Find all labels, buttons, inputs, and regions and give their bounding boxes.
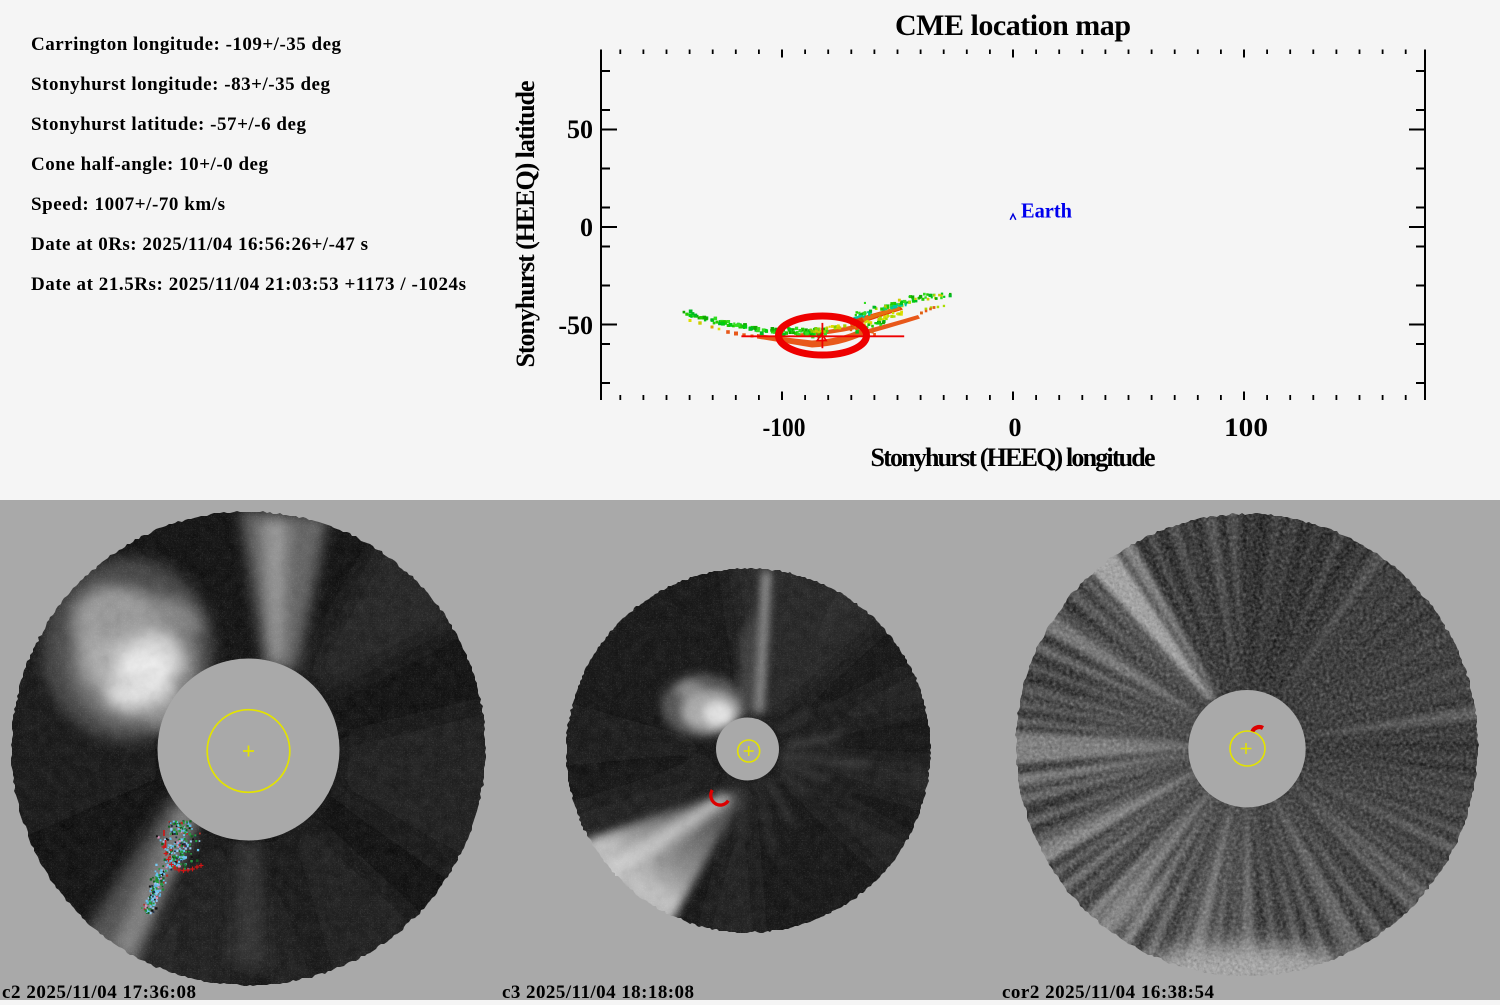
svg-text:Cone half-angle: 10+/-0 deg: Cone half-angle: 10+/-0 deg (31, 154, 269, 175)
svg-text:Earth: Earth (1021, 199, 1072, 223)
svg-text:Stonyhurst (HEEQ) latitude: Stonyhurst (HEEQ) latitude (511, 81, 540, 368)
svg-text:0: 0 (580, 213, 593, 242)
svg-text:Date at 0Rs: 2025/11/04 16:56:: Date at 0Rs: 2025/11/04 16:56:26+/-47 s (31, 234, 368, 255)
svg-text:cor2 2025/11/04 16:38:54: cor2 2025/11/04 16:38:54 (1002, 982, 1215, 1000)
svg-text:c2 2025/11/04 17:36:08: c2 2025/11/04 17:36:08 (2, 982, 196, 1000)
svg-text:Stonyhurst longitude: -83+/-35: Stonyhurst longitude: -83+/-35 deg (31, 74, 331, 95)
svg-text:0: 0 (1009, 413, 1022, 442)
svg-text:c3 2025/11/04 18:18:08: c3 2025/11/04 18:18:08 (502, 982, 694, 1000)
svg-text:50: 50 (567, 115, 593, 144)
svg-text:CME location map: CME location map (895, 9, 1131, 42)
svg-text:Stonyhurst (HEEQ) longitude: Stonyhurst (HEEQ) longitude (871, 443, 1156, 472)
svg-text:-50: -50 (558, 311, 593, 340)
svg-text:Stonyhurst latitude: -57+/-6 d: Stonyhurst latitude: -57+/-6 deg (31, 114, 307, 135)
svg-text:-100: -100 (763, 413, 806, 442)
svg-text:100: 100 (1224, 413, 1268, 442)
svg-text:Carrington longitude: -109+/-3: Carrington longitude: -109+/-35 deg (31, 34, 342, 55)
svg-text:Date at 21.5Rs: 2025/11/04 21:: Date at 21.5Rs: 2025/11/04 21:03:53 +117… (31, 274, 466, 295)
svg-text:Speed: 1007+/-70 km/s: Speed: 1007+/-70 km/s (31, 194, 225, 215)
